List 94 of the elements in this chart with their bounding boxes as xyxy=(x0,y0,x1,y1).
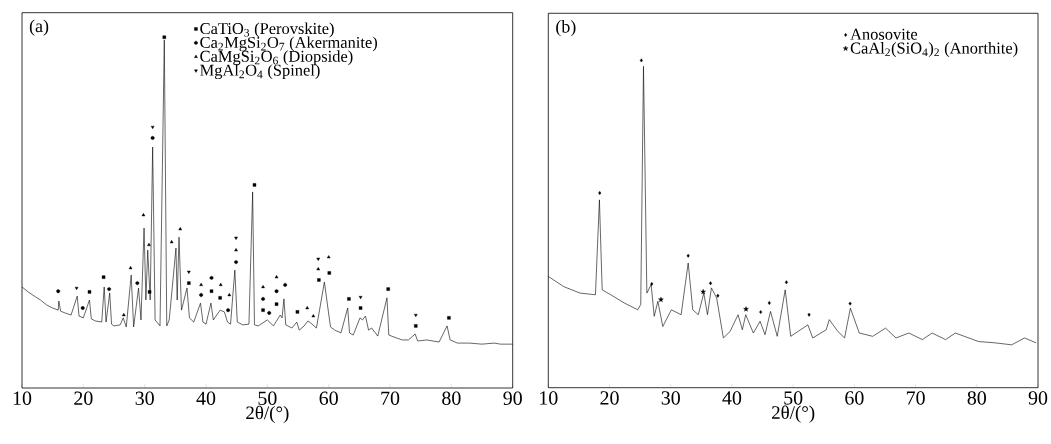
point xyxy=(274,275,279,279)
point xyxy=(87,290,92,294)
point xyxy=(252,183,257,187)
x-tick-label: 40 xyxy=(196,391,216,405)
point xyxy=(150,125,155,130)
point xyxy=(317,278,321,282)
point xyxy=(316,267,321,271)
point xyxy=(358,306,363,310)
x-tick-label: 20 xyxy=(600,391,619,405)
x-tick-label: 50 xyxy=(258,391,277,405)
legend-label: MgAl$_{2}$O$_{4}$ (Spinel) xyxy=(200,64,320,80)
point xyxy=(274,289,279,294)
x-tick-label: 40 xyxy=(722,391,742,405)
point xyxy=(74,286,79,291)
point xyxy=(261,297,265,301)
point xyxy=(261,284,265,289)
x-axis-title: 2θ/(°) xyxy=(772,405,815,423)
point xyxy=(347,297,351,301)
point xyxy=(650,282,654,286)
point xyxy=(147,242,151,246)
point xyxy=(261,308,265,312)
point xyxy=(187,270,191,274)
x-tick-label: 30 xyxy=(135,391,154,405)
legend-label: Anosovite xyxy=(850,28,918,40)
point xyxy=(305,306,309,310)
point xyxy=(169,240,174,244)
x-axis-title: 2θ/(°) xyxy=(246,405,289,424)
x-tick-label: 90 xyxy=(1028,391,1048,405)
point xyxy=(209,275,214,280)
point xyxy=(178,227,182,231)
point xyxy=(209,289,214,293)
text: (a) xyxy=(29,19,49,36)
point xyxy=(311,314,316,318)
point xyxy=(234,236,238,240)
point xyxy=(150,136,155,140)
point xyxy=(358,296,363,300)
point xyxy=(295,310,300,314)
point xyxy=(639,58,643,63)
point xyxy=(218,296,222,300)
x-tick-label: 30 xyxy=(661,391,680,405)
point xyxy=(234,260,238,264)
point xyxy=(226,308,230,313)
point xyxy=(128,266,133,270)
x-tick-label: 70 xyxy=(906,391,925,405)
point xyxy=(414,324,418,328)
point xyxy=(141,213,146,217)
point xyxy=(658,296,664,302)
legend-label: CaAl$_{2}$(SiO$_{4}$)$_{2}$ (Anorthite) xyxy=(850,42,1018,57)
x-tick-label: 10 xyxy=(13,391,32,405)
point xyxy=(326,255,331,259)
point xyxy=(784,280,788,285)
text: (b) xyxy=(556,20,576,37)
point xyxy=(267,311,272,315)
x-tick-label: 80 xyxy=(967,391,986,405)
point xyxy=(386,287,390,291)
point xyxy=(56,289,61,294)
point xyxy=(414,313,418,318)
point xyxy=(767,301,771,305)
x-tick-label: 80 xyxy=(442,391,461,405)
point xyxy=(135,281,140,286)
x-tick-label: 60 xyxy=(845,391,864,405)
legend-label: CaTiO$_{3}$ (Perovskite) xyxy=(200,22,334,38)
point xyxy=(316,257,321,261)
point xyxy=(122,313,126,317)
x-tick-label: 10 xyxy=(540,391,558,405)
x-tick-label: 50 xyxy=(784,391,803,405)
x-tick-label: 60 xyxy=(319,391,338,405)
point xyxy=(234,248,238,252)
point xyxy=(447,316,451,320)
x-tick-label: 70 xyxy=(381,391,400,405)
point xyxy=(598,191,602,195)
point xyxy=(686,253,690,258)
point xyxy=(227,293,232,297)
point xyxy=(80,306,85,310)
x-tick-label: 20 xyxy=(74,391,93,405)
point xyxy=(807,312,811,317)
point xyxy=(700,289,706,295)
point xyxy=(274,302,279,306)
point xyxy=(848,301,852,306)
point xyxy=(759,310,763,314)
point xyxy=(199,293,203,297)
point xyxy=(107,287,111,291)
point xyxy=(743,306,749,312)
point xyxy=(709,281,712,286)
point xyxy=(199,282,203,286)
point xyxy=(162,35,166,39)
x-tick-label: 90 xyxy=(503,391,522,405)
point xyxy=(218,282,223,286)
point xyxy=(327,271,331,275)
point xyxy=(101,275,106,279)
point xyxy=(716,293,720,298)
point xyxy=(187,281,191,285)
point xyxy=(147,290,152,294)
point xyxy=(283,282,288,287)
